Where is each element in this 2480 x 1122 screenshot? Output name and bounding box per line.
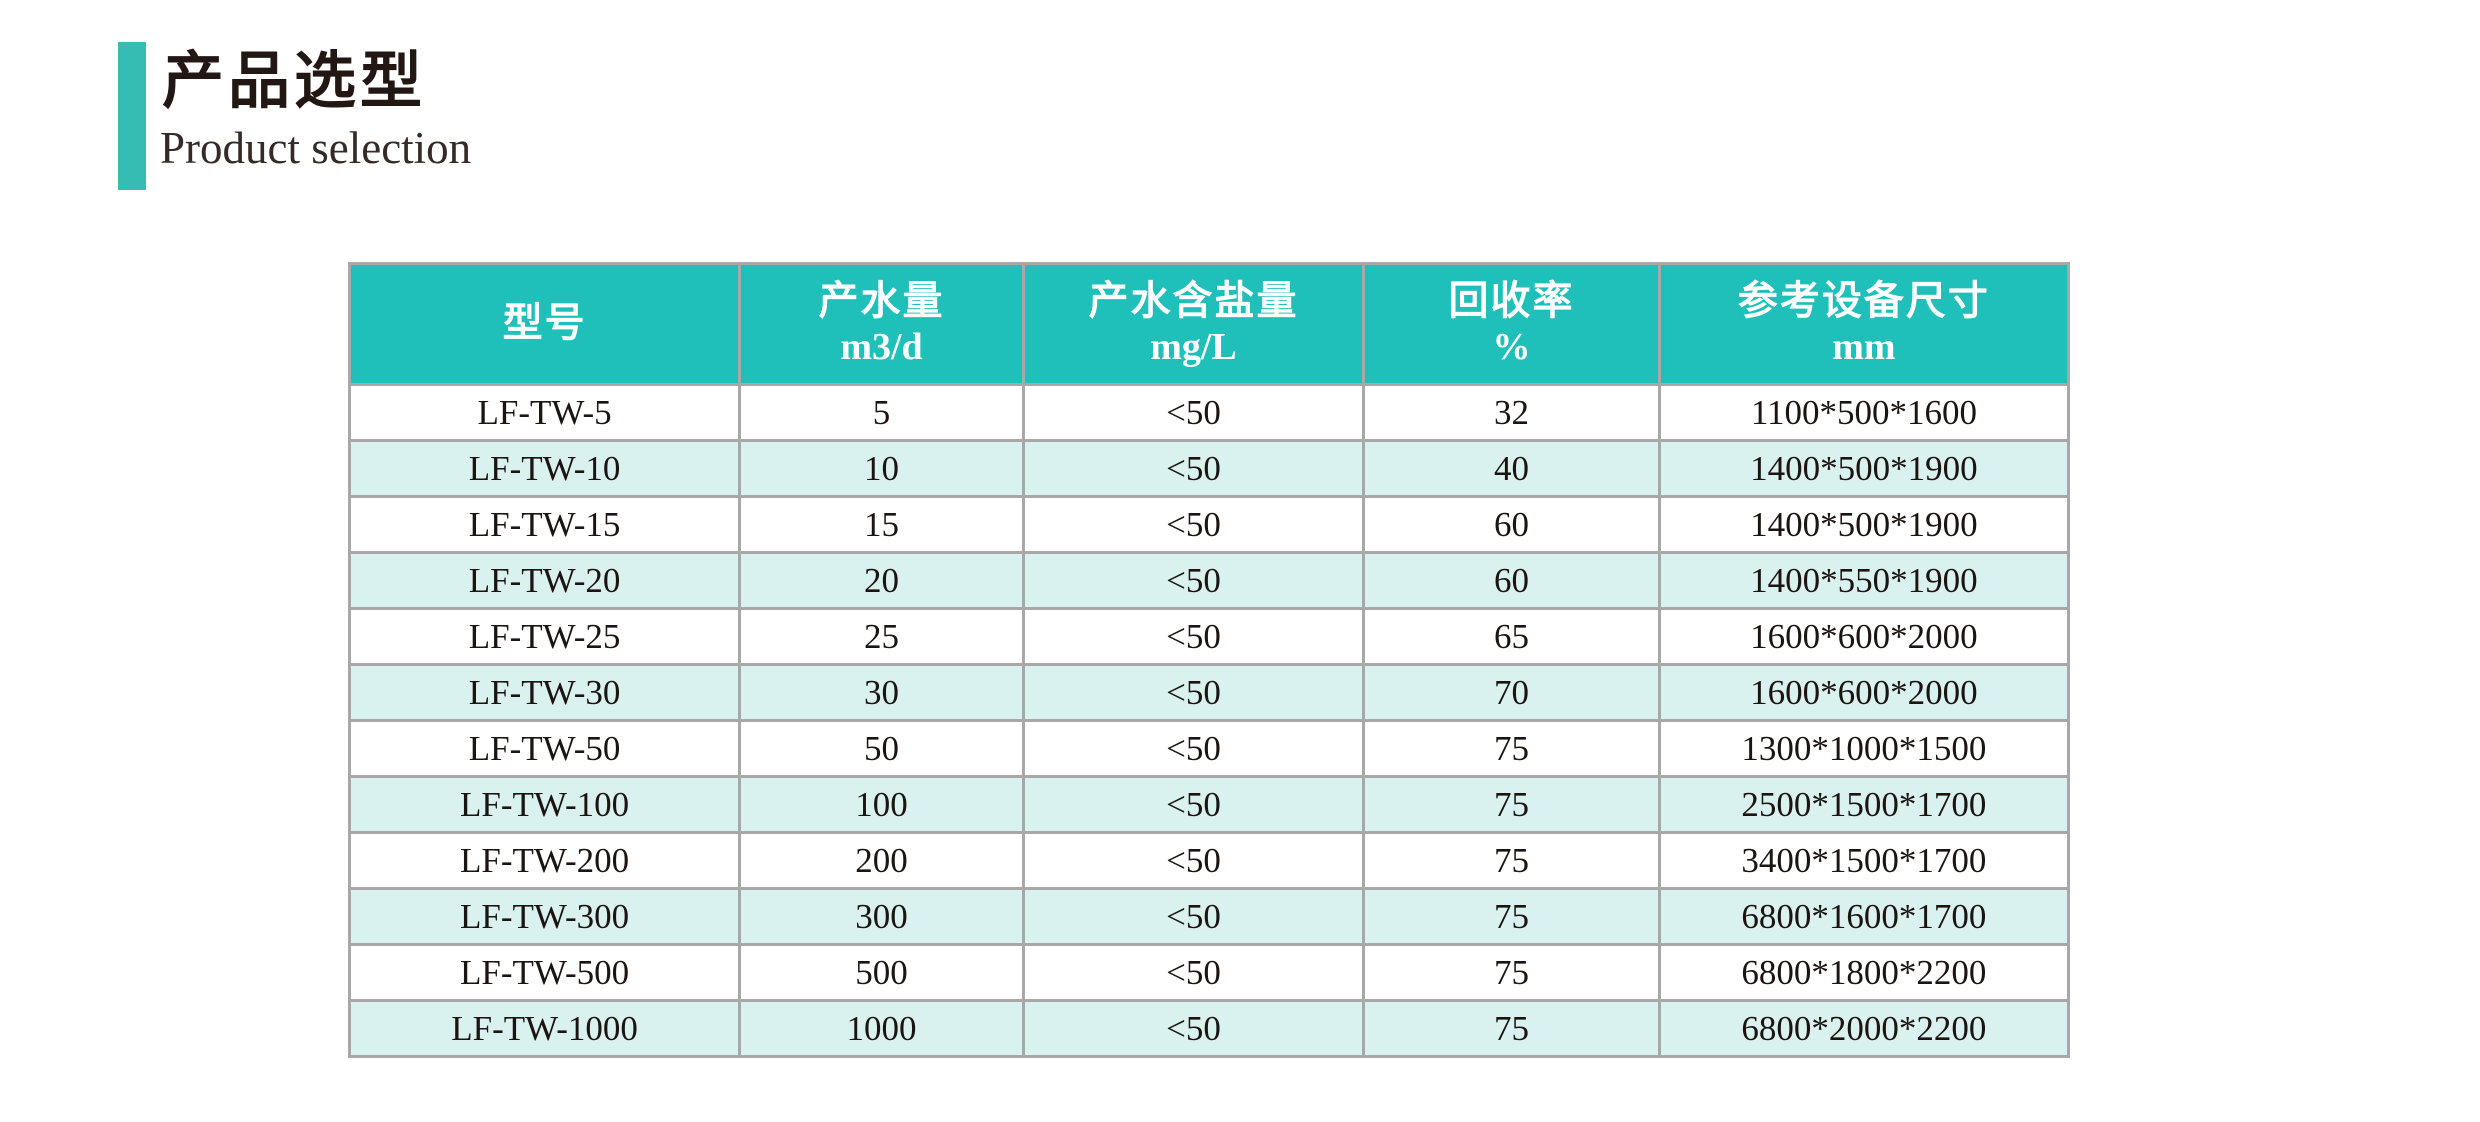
cell-model: LF-TW-25 (347, 607, 742, 666)
table-row: LF-TW-15 15 <50 60 1400*500*1900 (347, 495, 2071, 554)
cell-recovery: 75 (1362, 775, 1661, 834)
cell-model: LF-TW-10 (347, 439, 742, 498)
cell-dimensions: 1100*500*1600 (1657, 383, 2071, 442)
cell-recovery: 75 (1362, 887, 1661, 946)
column-header-recovery: 回收率 % (1362, 262, 1661, 386)
cell-salinity: <50 (1021, 999, 1366, 1058)
column-label: 回收率 (1448, 278, 1575, 323)
cell-recovery: 75 (1362, 943, 1661, 1002)
cell-recovery: 32 (1362, 383, 1661, 442)
cell-model: LF-TW-50 (347, 719, 742, 778)
cell-dimensions: 6800*1600*1700 (1657, 887, 2071, 946)
column-unit: mm (1832, 326, 1896, 369)
cell-capacity: 500 (738, 943, 1025, 1002)
table-row: LF-TW-500 500 <50 75 6800*1800*2200 (347, 943, 2071, 1002)
cell-model: LF-TW-500 (347, 943, 742, 1002)
column-label: 型号 (502, 301, 587, 346)
cell-model: LF-TW-15 (347, 495, 742, 554)
column-header-salinity: 产水含盐量 mg/L (1021, 262, 1366, 386)
cell-recovery: 60 (1362, 551, 1661, 610)
cell-dimensions: 1600*600*2000 (1657, 663, 2071, 722)
table-body: LF-TW-5 5 <50 32 1100*500*1600 LF-TW-10 … (347, 383, 2071, 1058)
cell-dimensions: 6800*1800*2200 (1657, 943, 2071, 1002)
cell-capacity: 20 (738, 551, 1025, 610)
cell-salinity: <50 (1021, 663, 1366, 722)
header-row: 型号 产水量 m3/d 产水含盐量 mg/L (347, 262, 2071, 386)
cell-dimensions: 3400*1500*1700 (1657, 831, 2071, 890)
product-selection-table: 型号 产水量 m3/d 产水含盐量 mg/L (347, 262, 2071, 1058)
page-title-en: Product selection (160, 123, 472, 173)
cell-salinity: <50 (1021, 887, 1366, 946)
cell-model: LF-TW-300 (347, 887, 742, 946)
page-title-zh: 产品选型 (162, 48, 427, 116)
cell-dimensions: 6800*2000*2200 (1657, 999, 2071, 1058)
cell-salinity: <50 (1021, 495, 1366, 554)
cell-model: LF-TW-200 (347, 831, 742, 890)
cell-recovery: 65 (1362, 607, 1661, 666)
table-row: LF-TW-300 300 <50 75 6800*1600*1700 (347, 887, 2071, 946)
cell-dimensions: 1600*600*2000 (1657, 607, 2071, 666)
column-label: 产水含盐量 (1088, 278, 1299, 323)
table-row: LF-TW-5 5 <50 32 1100*500*1600 (347, 383, 2071, 442)
table-header: 型号 产水量 m3/d 产水含盐量 mg/L (347, 262, 2071, 386)
table-row: LF-TW-20 20 <50 60 1400*550*1900 (347, 551, 2071, 610)
column-header-model: 型号 (347, 262, 742, 386)
cell-dimensions: 2500*1500*1700 (1657, 775, 2071, 834)
cell-model: LF-TW-1000 (347, 999, 742, 1058)
column-unit: m3/d (840, 326, 923, 369)
column-label: 产水量 (818, 278, 945, 323)
cell-salinity: <50 (1021, 775, 1366, 834)
cell-capacity: 15 (738, 495, 1025, 554)
cell-salinity: <50 (1021, 719, 1366, 778)
table-row: LF-TW-1000 1000 <50 75 6800*2000*2200 (347, 999, 2071, 1058)
cell-recovery: 75 (1362, 999, 1661, 1058)
column-label: 参考设备尺寸 (1737, 278, 1990, 323)
table-row: LF-TW-25 25 <50 65 1600*600*2000 (347, 607, 2071, 666)
cell-capacity: 50 (738, 719, 1025, 778)
table-row: LF-TW-50 50 <50 75 1300*1000*1500 (347, 719, 2071, 778)
cell-salinity: <50 (1021, 439, 1366, 498)
cell-capacity: 1000 (738, 999, 1025, 1058)
cell-capacity: 5 (738, 383, 1025, 442)
product-table-container: 型号 产水量 m3/d 产水含盐量 mg/L (347, 262, 2071, 1058)
cell-recovery: 70 (1362, 663, 1661, 722)
accent-bar (118, 42, 146, 190)
cell-salinity: <50 (1021, 551, 1366, 610)
cell-capacity: 200 (738, 831, 1025, 890)
cell-recovery: 75 (1362, 831, 1661, 890)
table-row: LF-TW-200 200 <50 75 3400*1500*1700 (347, 831, 2071, 890)
column-header-dimensions: 参考设备尺寸 mm (1657, 262, 2071, 386)
table-row: LF-TW-100 100 <50 75 2500*1500*1700 (347, 775, 2071, 834)
cell-model: LF-TW-5 (347, 383, 742, 442)
cell-capacity: 300 (738, 887, 1025, 946)
column-unit: % (1492, 326, 1531, 369)
cell-dimensions: 1300*1000*1500 (1657, 719, 2071, 778)
cell-salinity: <50 (1021, 943, 1366, 1002)
cell-salinity: <50 (1021, 383, 1366, 442)
cell-model: LF-TW-20 (347, 551, 742, 610)
table-row: LF-TW-30 30 <50 70 1600*600*2000 (347, 663, 2071, 722)
cell-salinity: <50 (1021, 831, 1366, 890)
cell-capacity: 25 (738, 607, 1025, 666)
cell-model: LF-TW-100 (347, 775, 742, 834)
cell-salinity: <50 (1021, 607, 1366, 666)
cell-capacity: 100 (738, 775, 1025, 834)
column-header-capacity: 产水量 m3/d (738, 262, 1025, 386)
cell-capacity: 10 (738, 439, 1025, 498)
column-unit: mg/L (1150, 326, 1237, 369)
cell-recovery: 60 (1362, 495, 1661, 554)
cell-capacity: 30 (738, 663, 1025, 722)
cell-dimensions: 1400*500*1900 (1657, 495, 2071, 554)
cell-dimensions: 1400*550*1900 (1657, 551, 2071, 610)
cell-recovery: 75 (1362, 719, 1661, 778)
cell-model: LF-TW-30 (347, 663, 742, 722)
cell-recovery: 40 (1362, 439, 1661, 498)
cell-dimensions: 1400*500*1900 (1657, 439, 2071, 498)
table-row: LF-TW-10 10 <50 40 1400*500*1900 (347, 439, 2071, 498)
